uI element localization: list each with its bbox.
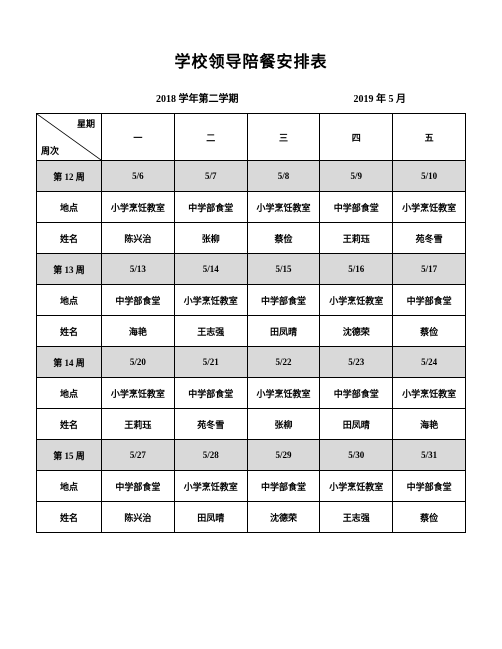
week-dates-row: 第 12 周5/65/75/85/95/10: [37, 161, 466, 192]
name-row: 姓名陈兴治田凤晴沈德荣王志强蔡俭: [37, 502, 466, 533]
table-header-row: 星期 周次 一 二 三 四 五: [37, 114, 466, 161]
semester-label: 2018 学年第二学期: [156, 90, 239, 105]
page-title: 学校领导陪餐安排表: [36, 48, 466, 72]
corner-cell: 星期 周次: [37, 114, 102, 161]
row-label-location: 地点: [37, 471, 102, 502]
weekday-header: 二: [174, 114, 247, 161]
schedule-table: 星期 周次 一 二 三 四 五 第 12 周5/65/75/85/95/10地点…: [36, 113, 466, 533]
date-cell: 5/31: [393, 440, 466, 471]
date-cell: 5/21: [174, 347, 247, 378]
row-label-name: 姓名: [37, 409, 102, 440]
location-cell: 小学烹饪教室: [393, 378, 466, 409]
location-cell: 中学部食堂: [320, 378, 393, 409]
date-cell: 5/10: [393, 161, 466, 192]
name-cell: 田凤晴: [320, 409, 393, 440]
location-cell: 小学烹饪教室: [174, 285, 247, 316]
row-label-location: 地点: [37, 192, 102, 223]
location-cell: 中学部食堂: [102, 285, 175, 316]
name-cell: 海艳: [393, 409, 466, 440]
date-cell: 5/22: [247, 347, 320, 378]
date-cell: 5/29: [247, 440, 320, 471]
date-cell: 5/24: [393, 347, 466, 378]
date-cell: 5/27: [102, 440, 175, 471]
date-cell: 5/16: [320, 254, 393, 285]
name-row: 姓名海艳王志强田凤晴沈德荣蔡俭: [37, 316, 466, 347]
location-cell: 小学烹饪教室: [102, 192, 175, 223]
name-cell: 蔡俭: [247, 223, 320, 254]
date-cell: 5/28: [174, 440, 247, 471]
name-cell: 沈德荣: [320, 316, 393, 347]
date-cell: 5/9: [320, 161, 393, 192]
date-cell: 5/17: [393, 254, 466, 285]
name-cell: 陈兴治: [102, 223, 175, 254]
name-cell: 王志强: [174, 316, 247, 347]
location-cell: 小学烹饪教室: [102, 378, 175, 409]
weekday-header: 五: [393, 114, 466, 161]
name-cell: 蔡俭: [393, 316, 466, 347]
name-cell: 王志强: [320, 502, 393, 533]
weekday-header: 四: [320, 114, 393, 161]
week-label: 第 14 周: [37, 347, 102, 378]
location-cell: 中学部食堂: [102, 471, 175, 502]
location-cell: 中学部食堂: [174, 378, 247, 409]
location-row: 地点中学部食堂小学烹饪教室中学部食堂小学烹饪教室中学部食堂: [37, 471, 466, 502]
date-cell: 5/23: [320, 347, 393, 378]
week-dates-row: 第 13 周5/135/145/155/165/17: [37, 254, 466, 285]
location-cell: 小学烹饪教室: [393, 192, 466, 223]
date-cell: 5/30: [320, 440, 393, 471]
date-cell: 5/13: [102, 254, 175, 285]
row-label-name: 姓名: [37, 502, 102, 533]
name-cell: 海艳: [102, 316, 175, 347]
location-row: 地点小学烹饪教室中学部食堂小学烹饪教室中学部食堂小学烹饪教室: [37, 378, 466, 409]
name-cell: 陈兴治: [102, 502, 175, 533]
row-label-name: 姓名: [37, 316, 102, 347]
date-cell: 5/8: [247, 161, 320, 192]
location-row: 地点中学部食堂小学烹饪教室中学部食堂小学烹饪教室中学部食堂: [37, 285, 466, 316]
location-cell: 中学部食堂: [247, 285, 320, 316]
week-dates-row: 第 14 周5/205/215/225/235/24: [37, 347, 466, 378]
location-cell: 中学部食堂: [174, 192, 247, 223]
name-cell: 苑冬雪: [393, 223, 466, 254]
week-label: 第 13 周: [37, 254, 102, 285]
location-cell: 中学部食堂: [393, 471, 466, 502]
location-cell: 小学烹饪教室: [247, 192, 320, 223]
name-row: 姓名王莉珏苑冬雪张柳田凤晴海艳: [37, 409, 466, 440]
week-label: 第 12 周: [37, 161, 102, 192]
location-row: 地点小学烹饪教室中学部食堂小学烹饪教室中学部食堂小学烹饪教室: [37, 192, 466, 223]
name-cell: 沈德荣: [247, 502, 320, 533]
name-cell: 张柳: [174, 223, 247, 254]
weekday-header: 一: [102, 114, 175, 161]
location-cell: 小学烹饪教室: [320, 285, 393, 316]
location-cell: 小学烹饪教室: [320, 471, 393, 502]
row-label-location: 地点: [37, 378, 102, 409]
week-label: 第 15 周: [37, 440, 102, 471]
date-cell: 5/6: [102, 161, 175, 192]
subtitle-row: 2018 学年第二学期 2019 年 5 月: [36, 90, 466, 113]
weekday-header: 三: [247, 114, 320, 161]
location-cell: 中学部食堂: [393, 285, 466, 316]
row-label-location: 地点: [37, 285, 102, 316]
date-cell: 5/20: [102, 347, 175, 378]
location-cell: 小学烹饪教室: [174, 471, 247, 502]
corner-bottom-label: 周次: [41, 144, 59, 157]
location-cell: 小学烹饪教室: [247, 378, 320, 409]
date-cell: 5/14: [174, 254, 247, 285]
name-cell: 王莉珏: [102, 409, 175, 440]
location-cell: 中学部食堂: [320, 192, 393, 223]
name-cell: 田凤晴: [247, 316, 320, 347]
corner-top-label: 星期: [77, 117, 95, 130]
name-cell: 田凤晴: [174, 502, 247, 533]
name-row: 姓名陈兴治张柳蔡俭王莉珏苑冬雪: [37, 223, 466, 254]
date-cell: 5/7: [174, 161, 247, 192]
week-dates-row: 第 15 周5/275/285/295/305/31: [37, 440, 466, 471]
row-label-name: 姓名: [37, 223, 102, 254]
location-cell: 中学部食堂: [247, 471, 320, 502]
month-label: 2019 年 5 月: [354, 90, 407, 105]
name-cell: 张柳: [247, 409, 320, 440]
date-cell: 5/15: [247, 254, 320, 285]
name-cell: 蔡俭: [393, 502, 466, 533]
name-cell: 苑冬雪: [174, 409, 247, 440]
name-cell: 王莉珏: [320, 223, 393, 254]
